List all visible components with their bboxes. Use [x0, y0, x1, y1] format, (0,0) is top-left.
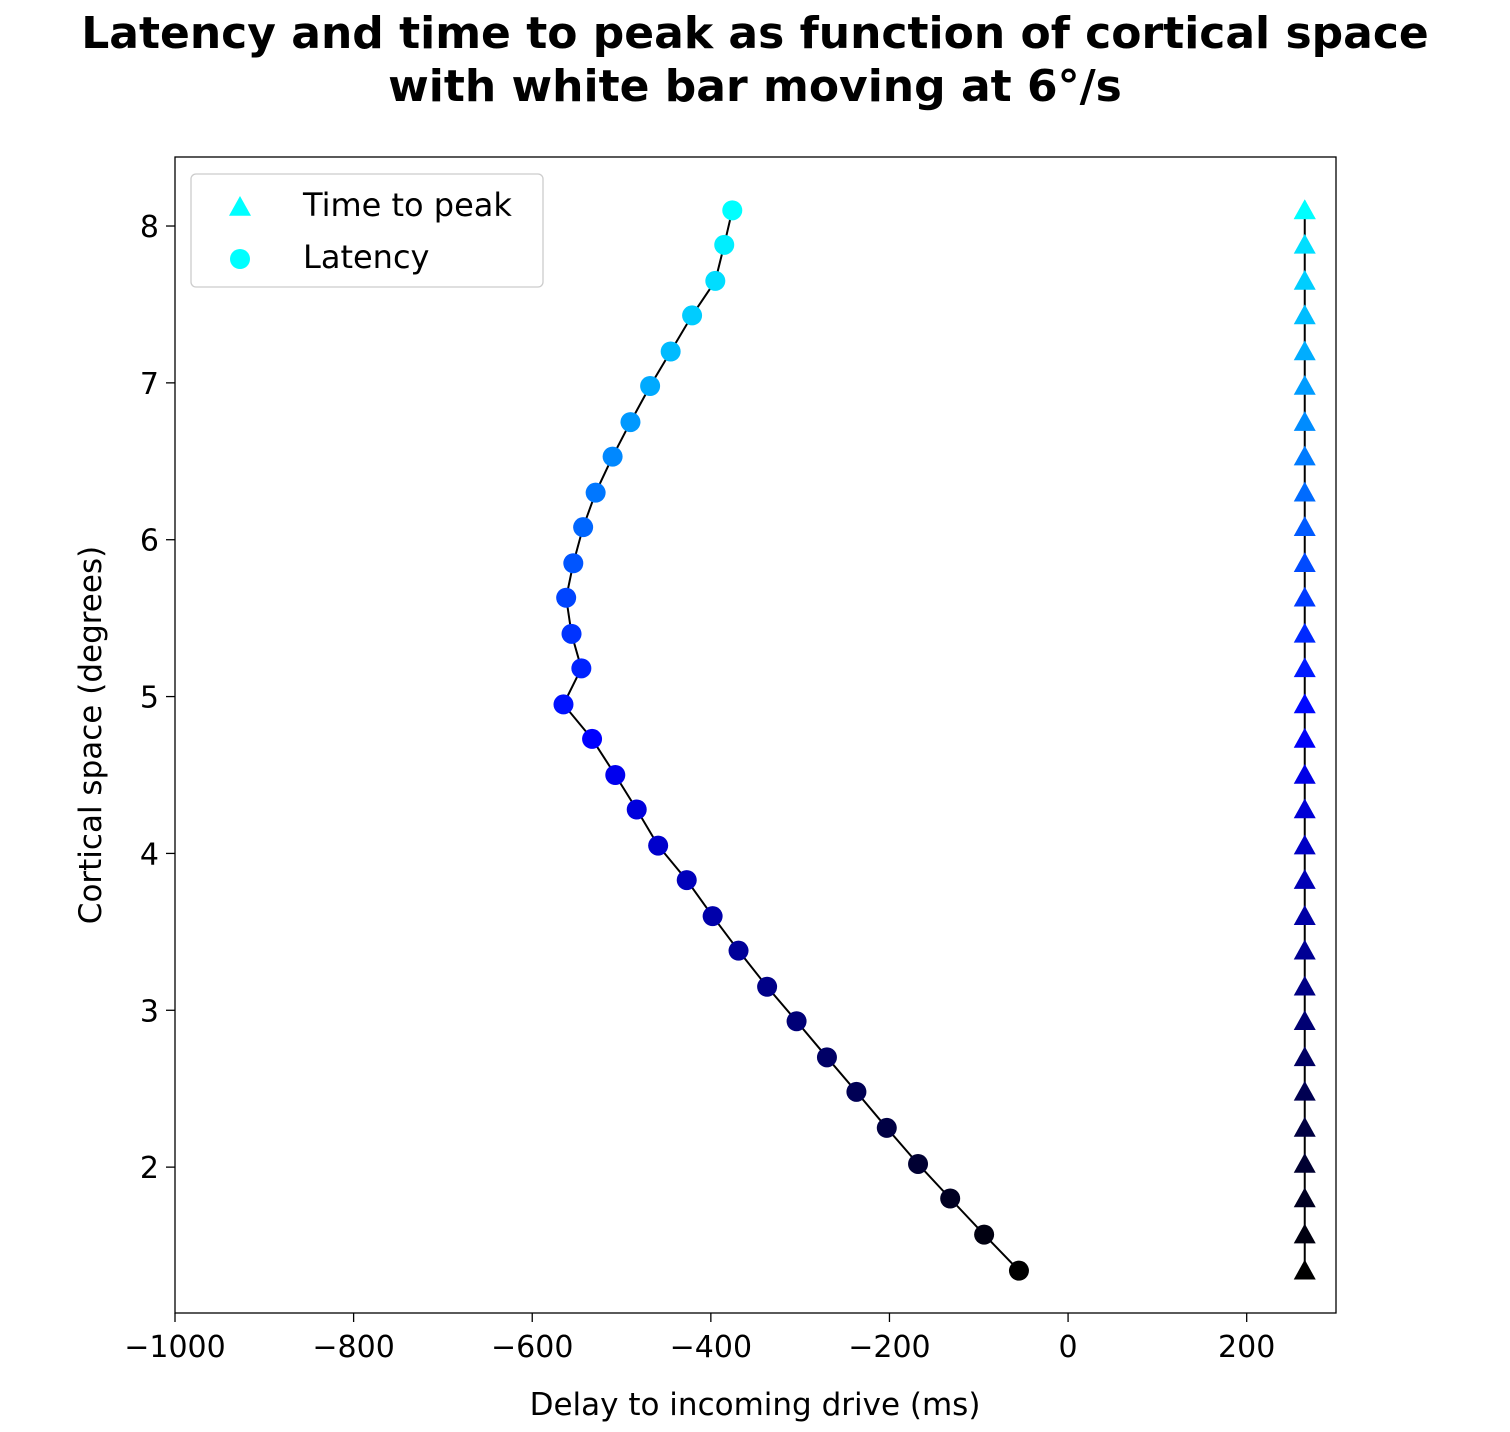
x-axis: −1000 −800 −600 −400 −200 0 200 [124, 1313, 1275, 1365]
y-tick-label: 7 [140, 367, 159, 402]
latency-point [1008, 1260, 1029, 1281]
time-to-peak-point [1293, 834, 1316, 855]
time-to-peak-point [1293, 304, 1316, 325]
time-to-peak-point [1293, 586, 1316, 607]
latency-line [562, 210, 1020, 1272]
latency-point [602, 446, 623, 467]
x-tick-label: −1000 [124, 1330, 225, 1365]
time-to-peak-point [1293, 199, 1316, 220]
latency-point [573, 517, 594, 538]
plot-area [553, 199, 1316, 1281]
time-to-peak-point [1293, 269, 1316, 290]
latency-point [563, 553, 584, 574]
time-to-peak-point [1293, 693, 1316, 714]
latency-point [682, 305, 703, 326]
x-tick-label: 0 [1059, 1330, 1078, 1365]
x-axis-label: Delay to incoming drive (ms) [530, 1387, 981, 1423]
latency-point [585, 482, 606, 503]
y-tick-label: 5 [140, 681, 159, 716]
latency-point [553, 694, 574, 715]
latency-point [786, 1011, 807, 1032]
latency-point [876, 1117, 897, 1138]
latency-point [648, 835, 669, 856]
time-to-peak-point [1293, 481, 1316, 502]
time-to-peak-point [1293, 1152, 1316, 1173]
latency-point [846, 1081, 867, 1102]
latency-point [714, 234, 735, 255]
time-to-peak-point [1293, 798, 1316, 819]
time-to-peak-point [1293, 939, 1316, 960]
time-to-peak-point [1293, 340, 1316, 361]
latency-point [676, 870, 697, 891]
time-to-peak-point [1293, 445, 1316, 466]
legend-label: Latency [303, 238, 429, 276]
time-to-peak-point [1293, 1010, 1316, 1031]
x-tick-label: −800 [312, 1330, 394, 1365]
latency-point [722, 200, 743, 221]
y-axis-label: Cortical space (degrees) [73, 546, 109, 924]
time-to-peak-point [1293, 552, 1316, 573]
latency-point [556, 587, 577, 608]
x-tick-label: −400 [670, 1330, 752, 1365]
time-to-peak-point [1293, 233, 1316, 254]
time-to-peak-point [1293, 657, 1316, 678]
time-to-peak-point [1293, 905, 1316, 925]
time-to-peak-point [1293, 1259, 1316, 1280]
y-tick-label: 2 [140, 1151, 159, 1186]
time-to-peak-point [1293, 975, 1316, 996]
time-to-peak-point [1293, 763, 1316, 784]
time-to-peak-point [1293, 869, 1316, 889]
time-to-peak-point [1293, 1116, 1316, 1137]
latency-point [705, 270, 726, 291]
chart-title-line-2: with white bar moving at 6°/s [388, 61, 1122, 112]
time-to-peak-point [1293, 622, 1316, 643]
time-to-peak-point [1293, 727, 1316, 748]
legend-label: Time to peak [302, 186, 512, 224]
latency-point [757, 976, 778, 997]
x-tick-label: −600 [491, 1330, 573, 1365]
latency-point [582, 728, 603, 749]
latency-point [940, 1188, 961, 1209]
time-to-peak-point [1293, 1046, 1316, 1067]
time-to-peak-point [1293, 1223, 1316, 1244]
y-tick-label: 4 [140, 837, 159, 872]
latency-point [620, 412, 641, 433]
latency-point [728, 940, 749, 961]
latency-point [571, 658, 592, 679]
plot-frame [174, 156, 1337, 1314]
latency-point [816, 1047, 837, 1068]
latency-point [640, 376, 661, 397]
x-tick-label: −200 [848, 1330, 930, 1365]
latency-point [908, 1153, 929, 1174]
time-to-peak-point [1293, 375, 1316, 395]
latency-point [605, 764, 626, 785]
legend-latency-marker [230, 249, 250, 269]
latency-point [660, 341, 681, 362]
time-to-peak-point [1293, 516, 1316, 536]
legend: Time to peak Latency [190, 173, 544, 288]
time-to-peak-point [1293, 1080, 1316, 1101]
latency-point [626, 799, 647, 820]
y-tick-label: 8 [140, 210, 159, 245]
legend-time-to-peak-marker [229, 196, 251, 216]
time-to-peak-point [1293, 411, 1316, 431]
latency-point [561, 623, 582, 644]
y-tick-label: 3 [140, 994, 159, 1029]
chart-title-line-1: Latency and time to peak as function of … [81, 8, 1429, 59]
latency-point [702, 906, 723, 927]
legend-box [190, 173, 544, 288]
x-tick-label: 200 [1218, 1330, 1275, 1365]
latency-point [974, 1224, 995, 1245]
y-axis: 2 3 4 5 6 7 8 [140, 210, 175, 1186]
time-to-peak-point [1293, 1187, 1316, 1208]
y-tick-label: 6 [140, 524, 159, 559]
